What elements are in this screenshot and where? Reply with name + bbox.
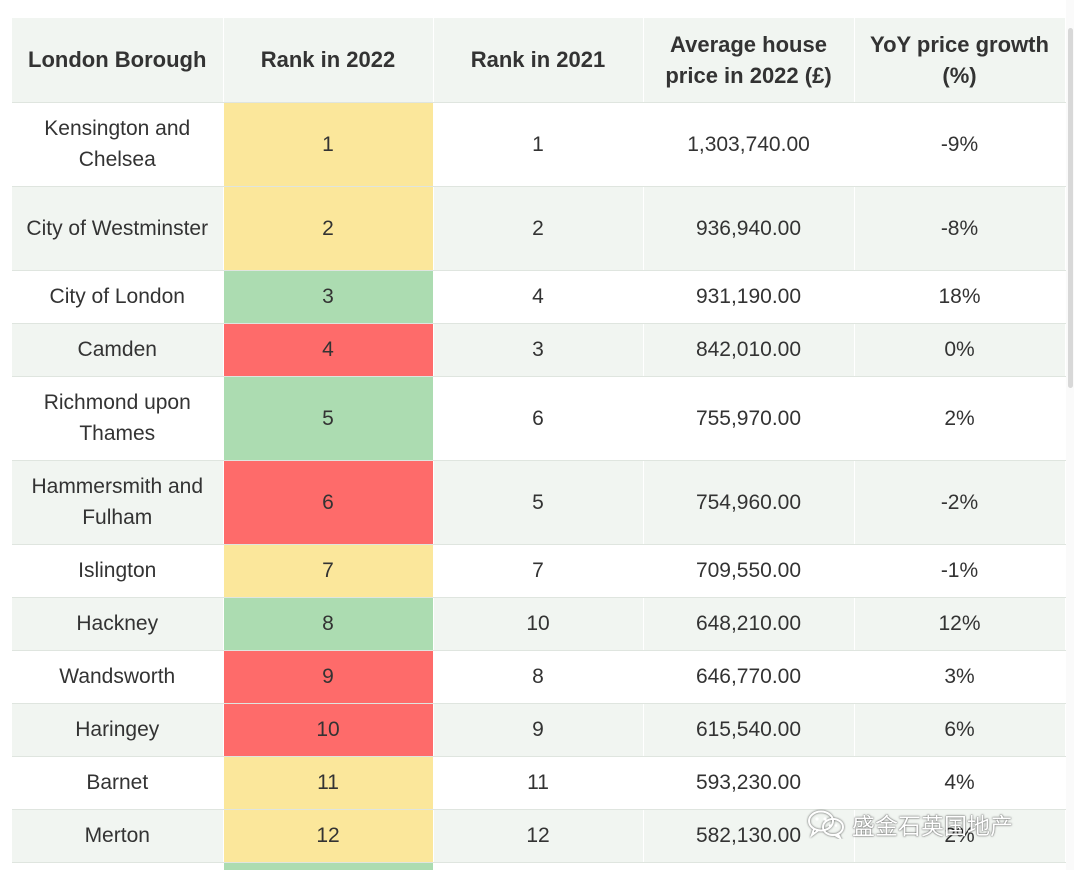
header-rank-2022: Rank in 2022 <box>223 18 434 103</box>
rank-2021-cell: 8 <box>433 650 644 704</box>
borough-cell: Merton <box>12 809 224 863</box>
rank-2021-cell: 5 <box>433 460 644 545</box>
yoy-cell: 2% <box>854 376 1066 461</box>
avg-price-cell: 582,130.00 <box>643 809 855 863</box>
avg-price-cell: 615,540.00 <box>643 703 855 757</box>
header-london-borough: London Borough <box>12 18 224 103</box>
table-row: Hammersmith and Fulham 6 5 754,960.00 -2… <box>12 460 1066 545</box>
rank-2022-cell: 12 <box>223 809 434 863</box>
table-row: Haringey 10 9 615,540.00 6% <box>12 703 1066 757</box>
rank-2021-cell: 9 <box>433 703 644 757</box>
yoy-cell: 18% <box>854 270 1066 324</box>
table-row: Merton 12 12 582,130.00 2% <box>12 809 1066 863</box>
borough-cell: Islington <box>12 544 224 598</box>
borough-price-table: London Borough Rank in 2022 Rank in 2021… <box>12 18 1066 870</box>
rank-2021-cell: 7 <box>433 544 644 598</box>
rank-2021-cell: 3 <box>433 323 644 377</box>
vertical-scrollbar[interactable] <box>1066 0 1074 870</box>
table-row: Wandsworth 9 8 646,770.00 3% <box>12 650 1066 704</box>
rank-2022-cell: 7 <box>223 544 434 598</box>
borough-cell: Barnet <box>12 756 224 810</box>
yoy-cell: 3% <box>854 650 1066 704</box>
yoy-cell: -8% <box>854 186 1066 271</box>
yoy-cell: 4% <box>854 756 1066 810</box>
rank-2022-cell: 8 <box>223 597 434 651</box>
table-row: City of Westminster 2 2 936,940.00 -8% <box>12 186 1066 271</box>
table-row: Islington 7 7 709,550.00 -1% <box>12 544 1066 598</box>
avg-price-cell: 709,550.00 <box>643 544 855 598</box>
rank-2021-cell: 1 <box>433 102 644 187</box>
yoy-cell: -2% <box>854 460 1066 545</box>
scrollbar-thumb[interactable] <box>1068 28 1073 388</box>
rank-2022-cell: 6 <box>223 460 434 545</box>
rank-2021-cell: 11 <box>433 756 644 810</box>
avg-price-cell: 1,303,740.00 <box>643 102 855 187</box>
avg-price-cell: 754,960.00 <box>643 460 855 545</box>
rank-2021-cell: 2 <box>433 186 644 271</box>
borough-cell: Wandsworth <box>12 650 224 704</box>
yoy-cell: -9% <box>854 102 1066 187</box>
yoy-cell <box>854 862 1066 870</box>
rank-2022-cell <box>223 862 434 870</box>
rank-2022-cell: 9 <box>223 650 434 704</box>
rank-2022-cell: 5 <box>223 376 434 461</box>
rank-2021-cell <box>433 862 644 870</box>
rank-2022-cell: 2 <box>223 186 434 271</box>
rank-2021-cell: 12 <box>433 809 644 863</box>
table-row: Camden 4 3 842,010.00 0% <box>12 323 1066 377</box>
borough-cell: Richmond upon Thames <box>12 376 224 461</box>
rank-2021-cell: 6 <box>433 376 644 461</box>
borough-cell: Hammersmith and Fulham <box>12 460 224 545</box>
table-header-row: London Borough Rank in 2022 Rank in 2021… <box>12 18 1066 103</box>
yoy-cell: 6% <box>854 703 1066 757</box>
avg-price-cell: 646,770.00 <box>643 650 855 704</box>
borough-cell: City of London <box>12 270 224 324</box>
avg-price-cell: 842,010.00 <box>643 323 855 377</box>
rank-2022-cell: 3 <box>223 270 434 324</box>
yoy-cell: -1% <box>854 544 1066 598</box>
yoy-cell: 0% <box>854 323 1066 377</box>
header-average-price: Average house price in 2022 (£) <box>643 18 855 103</box>
borough-cell: Haringey <box>12 703 224 757</box>
yoy-cell: 2% <box>854 809 1066 863</box>
avg-price-cell: 931,190.00 <box>643 270 855 324</box>
yoy-cell: 12% <box>854 597 1066 651</box>
table-row: Kensington and Chelsea 1 1 1,303,740.00 … <box>12 102 1066 187</box>
rank-2022-cell: 11 <box>223 756 434 810</box>
table-row-partial <box>12 862 1066 870</box>
rank-2021-cell: 4 <box>433 270 644 324</box>
table-row: Barnet 11 11 593,230.00 4% <box>12 756 1066 810</box>
borough-cell: Kensington and Chelsea <box>12 102 224 187</box>
avg-price-cell: 755,970.00 <box>643 376 855 461</box>
header-rank-2021: Rank in 2021 <box>433 18 644 103</box>
table-row: City of London 3 4 931,190.00 18% <box>12 270 1066 324</box>
rank-2022-cell: 10 <box>223 703 434 757</box>
avg-price-cell: 936,940.00 <box>643 186 855 271</box>
rank-2022-cell: 1 <box>223 102 434 187</box>
borough-cell: Hackney <box>12 597 224 651</box>
table-row: Richmond upon Thames 5 6 755,970.00 2% <box>12 376 1066 461</box>
avg-price-cell: 648,210.00 <box>643 597 855 651</box>
avg-price-cell <box>643 862 855 870</box>
avg-price-cell: 593,230.00 <box>643 756 855 810</box>
borough-cell: City of Westminster <box>12 186 224 271</box>
rank-2022-cell: 4 <box>223 323 434 377</box>
borough-cell: Camden <box>12 323 224 377</box>
rank-2021-cell: 10 <box>433 597 644 651</box>
borough-cell <box>12 862 224 870</box>
header-yoy-growth: YoY price growth (%) <box>854 18 1066 103</box>
table-row: Hackney 8 10 648,210.00 12% <box>12 597 1066 651</box>
